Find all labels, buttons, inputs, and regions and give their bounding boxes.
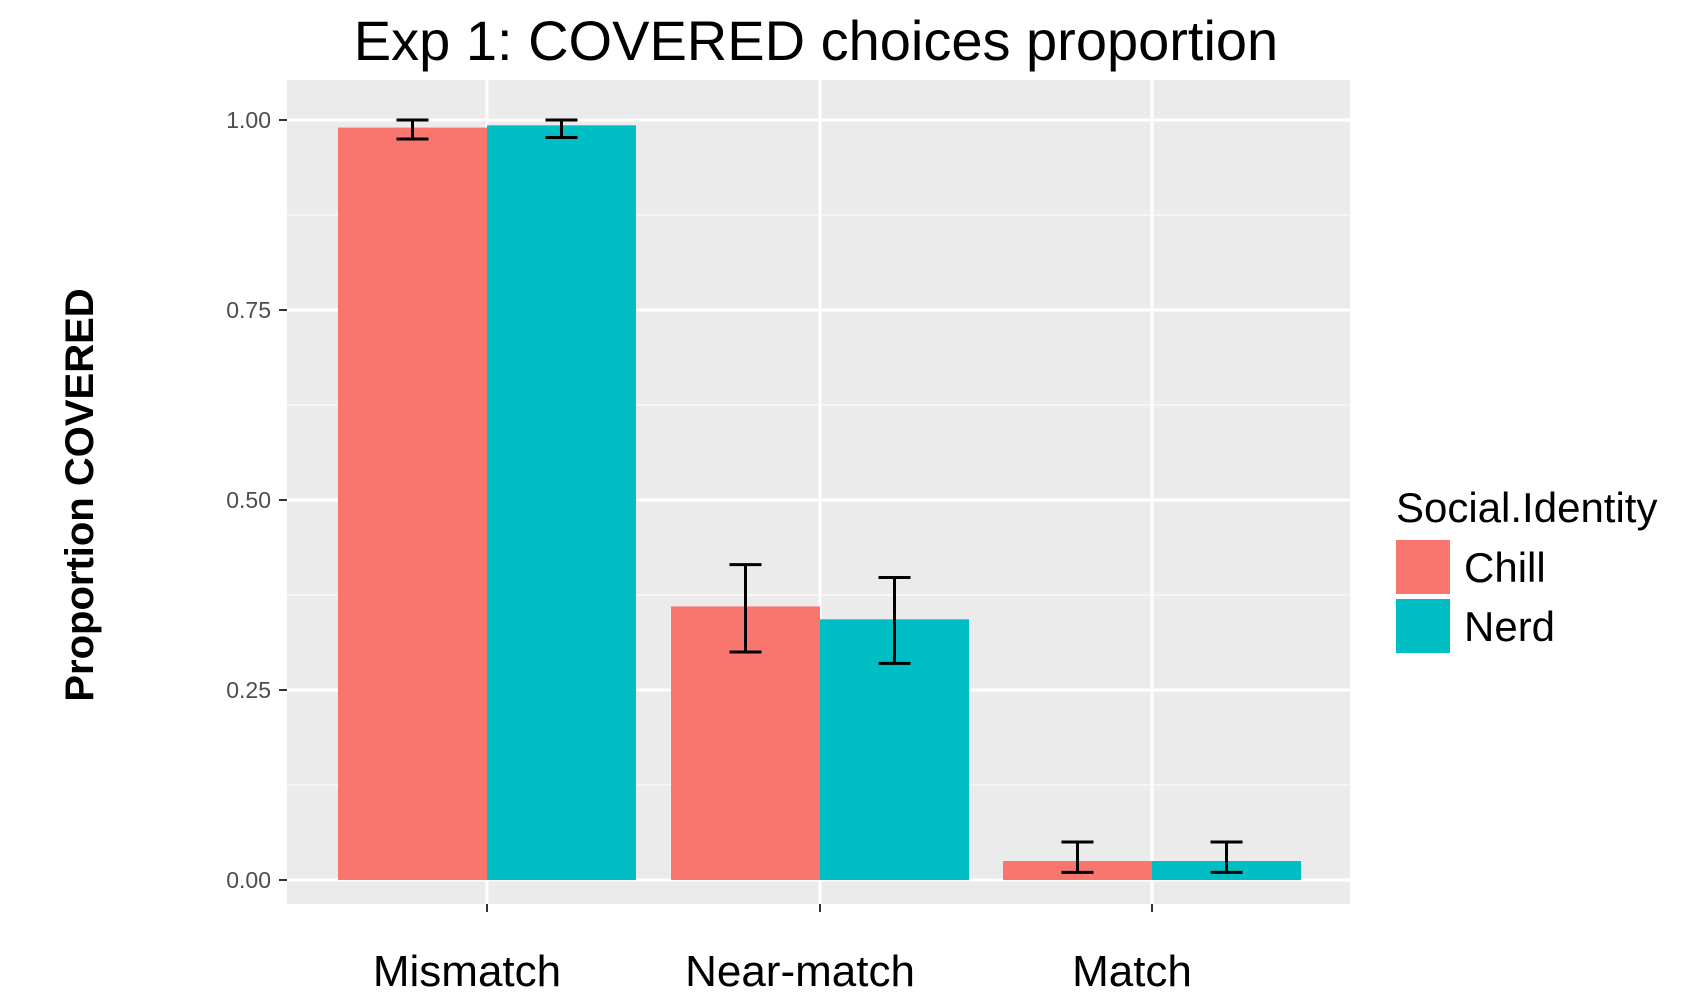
error-bar bbox=[1061, 840, 1094, 874]
x-category-label: Match bbox=[1072, 947, 1192, 992]
y-tick-label: 0.50 bbox=[226, 487, 271, 513]
error-bars bbox=[396, 118, 1243, 874]
x-category-label: Near-match bbox=[685, 947, 915, 992]
chart-title: Exp 1: COVERED choices proportion bbox=[354, 9, 1278, 72]
y-tick-label: 0.00 bbox=[226, 867, 271, 893]
bar-nerd-mismatch bbox=[487, 125, 636, 880]
x-category-label: Mismatch bbox=[373, 947, 561, 992]
y-tick-label: 1.00 bbox=[226, 107, 271, 133]
legend: Social.Identity Chill Nerd bbox=[1396, 484, 1657, 653]
bars bbox=[338, 125, 1301, 881]
legend-swatch-nerd bbox=[1396, 599, 1450, 653]
error-bar bbox=[729, 563, 762, 654]
error-bar bbox=[545, 118, 578, 139]
error-bar bbox=[1210, 840, 1243, 874]
legend-items: Chill Nerd bbox=[1396, 540, 1555, 653]
y-tick-label: 0.25 bbox=[226, 677, 271, 703]
legend-label-nerd: Nerd bbox=[1464, 603, 1555, 650]
legend-label-chill: Chill bbox=[1464, 544, 1546, 591]
axes: 0.00 0.25 0.50 0.75 1.00 Mismatch Near-match Ma… bbox=[226, 107, 1192, 992]
error-bar bbox=[396, 118, 429, 141]
legend-swatch-chill bbox=[1396, 540, 1450, 594]
y-tick-label: 0.75 bbox=[226, 297, 271, 323]
y-axis-label: Proportion COVERED bbox=[58, 288, 102, 701]
bar-chill-mismatch bbox=[338, 127, 487, 881]
legend-title: Social.Identity bbox=[1396, 484, 1657, 531]
error-bar bbox=[878, 576, 911, 665]
